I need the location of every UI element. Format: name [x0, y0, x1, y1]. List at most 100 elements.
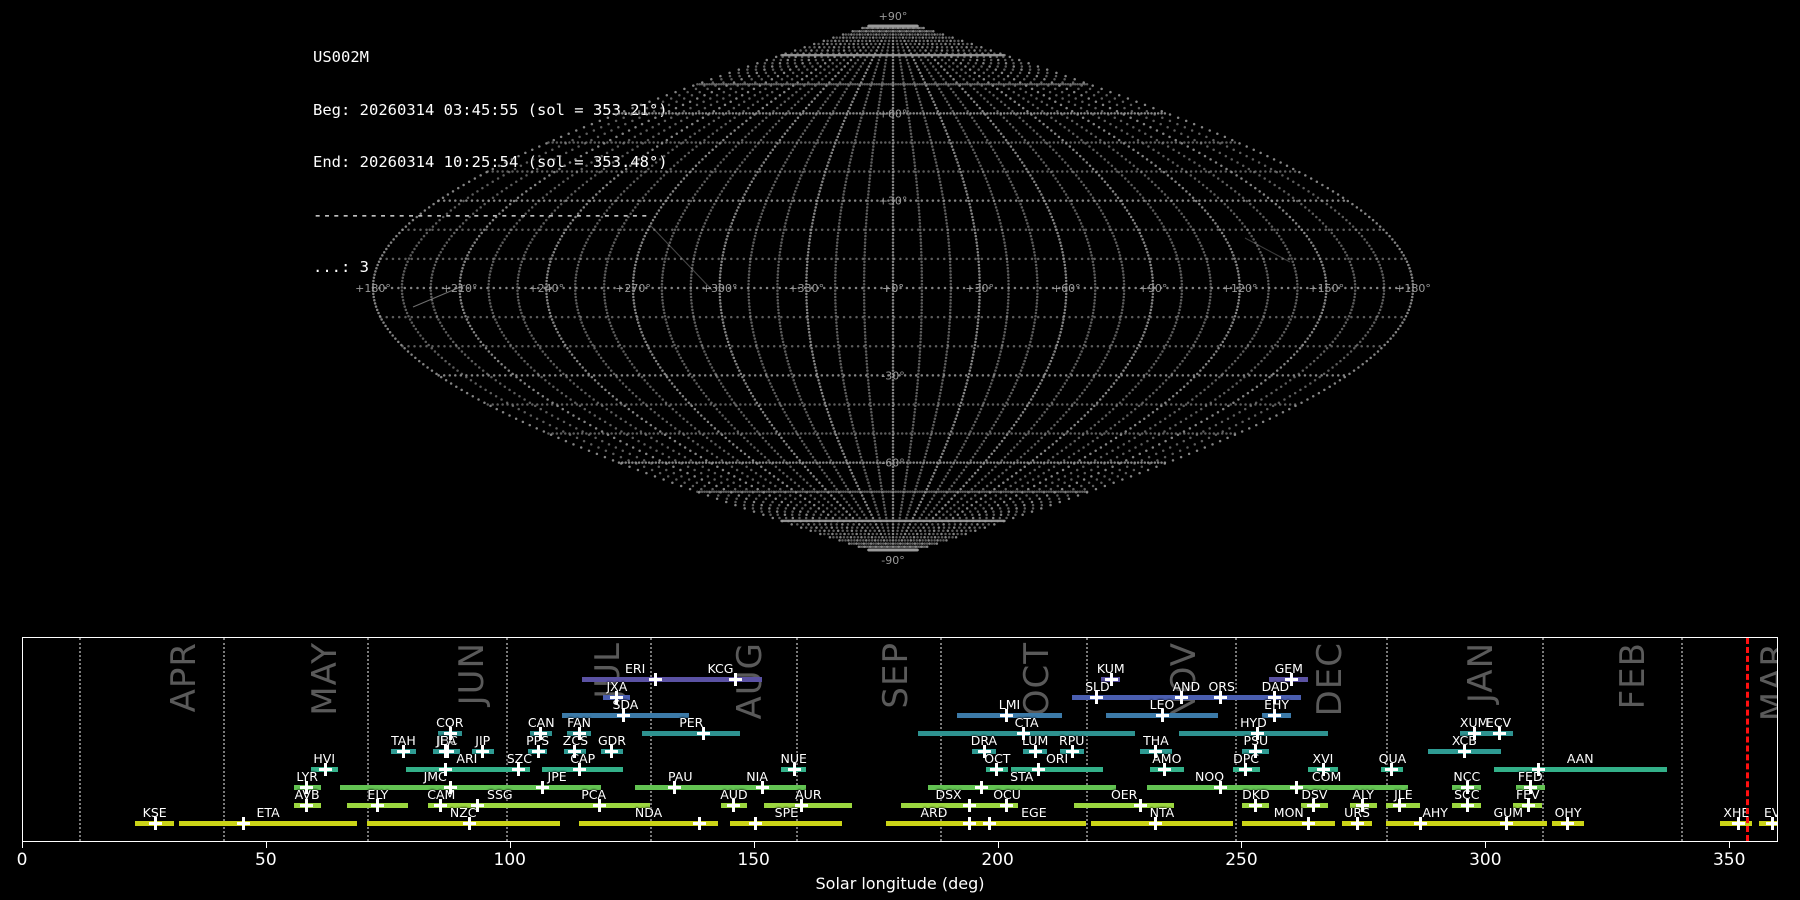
- shower-bar[interactable]: [1074, 803, 1175, 808]
- shower-peak-marker[interactable]: [568, 745, 582, 758]
- shower-peak-marker[interactable]: [1524, 781, 1538, 794]
- shower-peak-marker[interactable]: [512, 763, 526, 776]
- shower-peak-marker[interactable]: [975, 781, 989, 794]
- shower-peak-marker[interactable]: [729, 673, 743, 686]
- shower-bar[interactable]: [927, 785, 1116, 790]
- shower-peak-marker[interactable]: [604, 745, 618, 758]
- shower-peak-marker[interactable]: [787, 763, 801, 776]
- shower-peak-marker[interactable]: [1031, 763, 1045, 776]
- shower-bar[interactable]: [405, 767, 528, 772]
- shower-peak-marker[interactable]: [668, 781, 682, 794]
- shower-peak-marker[interactable]: [616, 709, 630, 722]
- shower-peak-marker[interactable]: [475, 745, 489, 758]
- shower-bar[interactable]: [454, 803, 545, 808]
- shower-peak-marker[interactable]: [1158, 763, 1172, 776]
- shower-peak-marker[interactable]: [536, 781, 550, 794]
- shower-peak-marker[interactable]: [999, 709, 1013, 722]
- shower-peak-marker[interactable]: [990, 763, 1004, 776]
- shower-peak-marker[interactable]: [1392, 799, 1406, 812]
- shower-peak-marker[interactable]: [1016, 727, 1030, 740]
- shower-peak-marker[interactable]: [1765, 817, 1777, 830]
- shower-peak-marker[interactable]: [1065, 745, 1079, 758]
- shower-bar[interactable]: [1244, 785, 1409, 790]
- shower-bar[interactable]: [513, 785, 601, 790]
- shower-bar[interactable]: [1493, 767, 1667, 772]
- shower-bar[interactable]: [340, 785, 531, 790]
- shower-peak-marker[interactable]: [1731, 817, 1745, 830]
- shower-peak-marker[interactable]: [963, 799, 977, 812]
- shower-peak-marker[interactable]: [443, 781, 457, 794]
- shower-peak-marker[interactable]: [1268, 709, 1282, 722]
- shower-peak-marker[interactable]: [1460, 799, 1474, 812]
- shower-peak-marker[interactable]: [573, 727, 587, 740]
- shower-peak-marker[interactable]: [319, 763, 333, 776]
- shower-peak-marker[interactable]: [1214, 781, 1228, 794]
- shower-peak-marker[interactable]: [1029, 745, 1043, 758]
- shower-bar[interactable]: [1147, 785, 1272, 790]
- shower-bar[interactable]: [366, 821, 560, 826]
- shower-peak-marker[interactable]: [1155, 709, 1169, 722]
- shower-bar[interactable]: [730, 821, 843, 826]
- shower-peak-marker[interactable]: [748, 817, 762, 830]
- shower-peak-marker[interactable]: [755, 781, 769, 794]
- shower-peak-marker[interactable]: [1468, 727, 1482, 740]
- shower-peak-marker[interactable]: [573, 763, 587, 776]
- shower-peak-marker[interactable]: [1090, 691, 1104, 704]
- shower-peak-marker[interactable]: [692, 817, 706, 830]
- shower-peak-marker[interactable]: [531, 745, 545, 758]
- shower-peak-marker[interactable]: [1175, 691, 1189, 704]
- shower-peak-marker[interactable]: [1285, 673, 1299, 686]
- shower-peak-marker[interactable]: [609, 691, 623, 704]
- shower-peak-marker[interactable]: [299, 799, 313, 812]
- shower-peak-marker[interactable]: [1302, 817, 1316, 830]
- shower-peak-marker[interactable]: [299, 781, 313, 794]
- shower-peak-marker[interactable]: [1238, 763, 1252, 776]
- shower-peak-marker[interactable]: [999, 799, 1013, 812]
- shower-peak-marker[interactable]: [726, 799, 740, 812]
- shower-peak-marker[interactable]: [1134, 799, 1147, 812]
- shower-bar[interactable]: [581, 677, 689, 682]
- shower-peak-marker[interactable]: [1499, 817, 1513, 830]
- shower-peak-marker[interactable]: [1385, 763, 1399, 776]
- shower-peak-marker[interactable]: [1248, 745, 1262, 758]
- shower-peak-marker[interactable]: [963, 817, 977, 830]
- shower-bar[interactable]: [764, 803, 853, 808]
- shower-peak-marker[interactable]: [1355, 799, 1369, 812]
- shower-peak-marker[interactable]: [592, 799, 606, 812]
- shower-peak-marker[interactable]: [1458, 745, 1472, 758]
- shower-peak-marker[interactable]: [1492, 727, 1506, 740]
- shower-peak-marker[interactable]: [1351, 817, 1365, 830]
- shower-bar[interactable]: [179, 821, 358, 826]
- shower-peak-marker[interactable]: [1251, 727, 1265, 740]
- shower-peak-marker[interactable]: [397, 745, 411, 758]
- shower-peak-marker[interactable]: [236, 817, 250, 830]
- shower-peak-marker[interactable]: [1316, 763, 1330, 776]
- shower-peak-marker[interactable]: [1214, 691, 1228, 704]
- shower-peak-marker[interactable]: [1414, 817, 1428, 830]
- shower-peak-marker[interactable]: [438, 763, 452, 776]
- shower-bar[interactable]: [901, 803, 997, 808]
- shower-peak-marker[interactable]: [1104, 673, 1118, 686]
- shower-bar[interactable]: [886, 821, 982, 826]
- shower-peak-marker[interactable]: [438, 745, 452, 758]
- shower-peak-marker[interactable]: [1268, 691, 1282, 704]
- shower-peak-marker[interactable]: [463, 817, 477, 830]
- shower-peak-marker[interactable]: [1531, 763, 1545, 776]
- shower-peak-marker[interactable]: [1560, 817, 1574, 830]
- shower-peak-marker[interactable]: [148, 817, 162, 830]
- shower-bar[interactable]: [1010, 767, 1104, 772]
- shower-bar[interactable]: [679, 677, 762, 682]
- shower-peak-marker[interactable]: [1290, 781, 1304, 794]
- shower-bar[interactable]: [642, 731, 741, 736]
- shower-bar[interactable]: [1242, 821, 1336, 826]
- shower-bar[interactable]: [1091, 821, 1233, 826]
- shower-peak-marker[interactable]: [1460, 781, 1474, 794]
- shower-peak-marker[interactable]: [470, 799, 484, 812]
- shower-bar[interactable]: [981, 821, 1087, 826]
- shower-peak-marker[interactable]: [977, 745, 991, 758]
- shower-peak-marker[interactable]: [1521, 799, 1535, 812]
- shower-peak-marker[interactable]: [1148, 817, 1162, 830]
- shower-peak-marker[interactable]: [534, 727, 548, 740]
- shower-peak-marker[interactable]: [795, 799, 808, 812]
- shower-peak-marker[interactable]: [443, 727, 457, 740]
